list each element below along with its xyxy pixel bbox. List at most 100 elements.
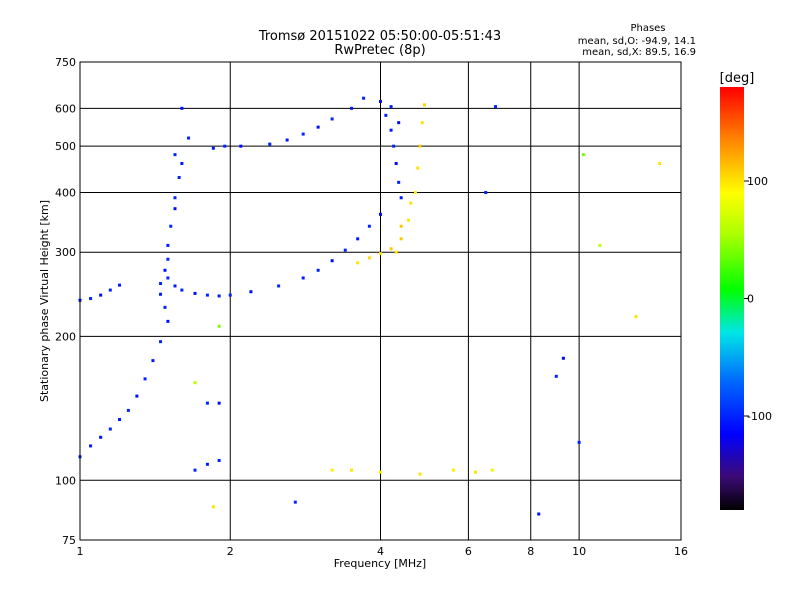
data-point bbox=[356, 237, 360, 241]
y-tick-label: 100 bbox=[55, 474, 76, 487]
data-point bbox=[397, 180, 401, 184]
data-point bbox=[126, 408, 130, 412]
data-point bbox=[228, 293, 232, 297]
data-point bbox=[301, 276, 305, 280]
data-point bbox=[159, 292, 163, 296]
data-point bbox=[384, 113, 388, 117]
data-point bbox=[217, 294, 221, 298]
data-point bbox=[166, 276, 170, 280]
data-point bbox=[108, 427, 112, 431]
x-tick-label: 8 bbox=[527, 545, 534, 558]
data-point bbox=[177, 175, 181, 179]
data-point bbox=[217, 401, 221, 405]
data-point bbox=[394, 161, 398, 165]
data-point bbox=[193, 468, 197, 472]
data-point bbox=[135, 394, 139, 398]
data-point bbox=[180, 161, 184, 165]
data-point bbox=[392, 144, 396, 148]
x-tick-label: 4 bbox=[377, 545, 384, 558]
data-point bbox=[118, 283, 122, 287]
data-point bbox=[180, 288, 184, 292]
data-point bbox=[118, 418, 122, 422]
data-point bbox=[379, 252, 382, 256]
data-point bbox=[634, 315, 638, 319]
data-point bbox=[490, 468, 494, 472]
data-point bbox=[658, 161, 662, 165]
data-point bbox=[217, 458, 221, 462]
data-point bbox=[205, 401, 209, 405]
data-point bbox=[561, 356, 565, 360]
x-axis-ticks: 1 2 4 6 8 10 16 bbox=[77, 545, 689, 558]
plot-frame bbox=[79, 61, 682, 541]
y-tick-label: 300 bbox=[55, 246, 76, 259]
data-point bbox=[473, 470, 477, 474]
y-axis-ticks: 75 100 200 300 400 500 600 750 bbox=[55, 56, 76, 547]
data-point bbox=[301, 132, 305, 136]
data-point bbox=[598, 243, 602, 247]
data-point bbox=[239, 144, 243, 148]
data-point bbox=[205, 462, 209, 466]
y-tick-label: 500 bbox=[55, 140, 76, 153]
colorbar-ticks: -100 0 100 bbox=[744, 175, 772, 423]
x-tick-label: 6 bbox=[465, 545, 472, 558]
data-point bbox=[356, 261, 360, 265]
data-point bbox=[166, 319, 170, 323]
y-tick-label: 75 bbox=[62, 534, 76, 547]
y-tick-label: 600 bbox=[55, 102, 76, 115]
x-tick-label: 1 bbox=[77, 545, 84, 558]
data-point bbox=[330, 259, 334, 263]
colorbar-label: [deg] bbox=[720, 71, 755, 86]
data-point bbox=[159, 340, 163, 344]
data-point bbox=[416, 166, 420, 170]
data-point bbox=[166, 257, 170, 261]
x-tick-label: 16 bbox=[674, 545, 688, 558]
data-point bbox=[413, 190, 417, 194]
data-point bbox=[577, 440, 581, 444]
data-point bbox=[399, 196, 403, 200]
data-point bbox=[180, 106, 184, 110]
colorbar-tick-label: 0 bbox=[747, 293, 754, 306]
data-point bbox=[217, 324, 221, 328]
data-point bbox=[187, 136, 191, 140]
data-point bbox=[99, 435, 103, 439]
data-point bbox=[389, 105, 393, 109]
data-point bbox=[389, 128, 393, 132]
data-point bbox=[389, 247, 393, 251]
data-point bbox=[249, 290, 253, 294]
data-point bbox=[418, 144, 422, 148]
x-axis-label: Frequency [MHz] bbox=[334, 557, 426, 570]
chart-title: Tromsø 20151022 05:50:00-05:51:43 bbox=[258, 29, 501, 44]
data-point bbox=[285, 138, 289, 142]
data-point bbox=[166, 243, 170, 247]
data-point bbox=[350, 468, 354, 472]
data-point bbox=[89, 444, 93, 448]
data-point bbox=[343, 248, 347, 252]
data-point bbox=[420, 121, 424, 125]
data-point bbox=[409, 201, 413, 205]
data-point bbox=[169, 224, 173, 228]
data-point bbox=[173, 207, 177, 211]
data-point bbox=[277, 284, 281, 288]
colorbar-tick-label: 100 bbox=[747, 175, 768, 188]
data-point bbox=[418, 472, 422, 476]
data-point bbox=[406, 218, 410, 222]
stats-title: Phases bbox=[630, 23, 665, 34]
data-point bbox=[143, 377, 147, 381]
data-point bbox=[379, 470, 382, 474]
x-tick-label: 2 bbox=[227, 545, 234, 558]
data-point bbox=[193, 291, 197, 295]
data-point bbox=[350, 106, 354, 110]
data-point bbox=[316, 268, 320, 272]
colorbar bbox=[720, 87, 744, 510]
data-point bbox=[173, 153, 177, 157]
y-axis-label: Stationary phase Virtual Height [km] bbox=[38, 200, 51, 402]
data-point bbox=[159, 282, 163, 286]
colorbar-tick-label: -100 bbox=[747, 410, 772, 423]
data-point bbox=[362, 96, 366, 100]
data-point bbox=[205, 293, 209, 297]
data-point bbox=[89, 297, 93, 301]
y-tick-label: 750 bbox=[55, 56, 76, 69]
data-point bbox=[211, 505, 215, 509]
y-tick-label: 200 bbox=[55, 330, 76, 343]
